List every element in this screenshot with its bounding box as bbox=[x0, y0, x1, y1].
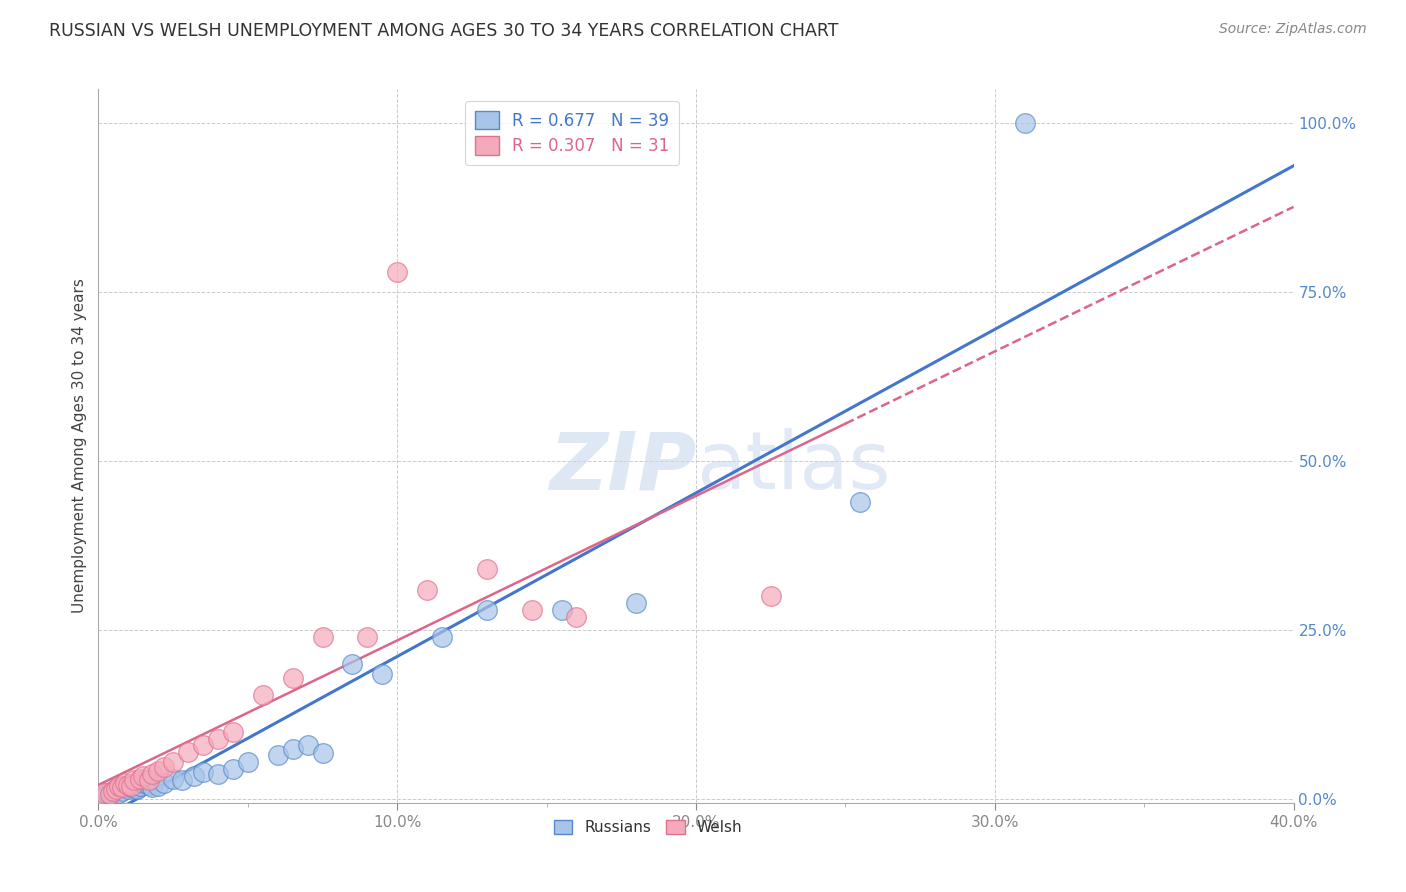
Text: RUSSIAN VS WELSH UNEMPLOYMENT AMONG AGES 30 TO 34 YEARS CORRELATION CHART: RUSSIAN VS WELSH UNEMPLOYMENT AMONG AGES… bbox=[49, 22, 839, 40]
Point bbox=[416, 582, 439, 597]
Point bbox=[475, 562, 498, 576]
Point bbox=[311, 630, 333, 644]
Point bbox=[141, 766, 163, 780]
Point bbox=[129, 772, 152, 786]
Point bbox=[236, 756, 259, 770]
Point bbox=[342, 657, 364, 672]
Point bbox=[96, 786, 118, 800]
Point bbox=[162, 756, 184, 770]
Point bbox=[98, 787, 122, 801]
Point bbox=[759, 590, 782, 604]
Point bbox=[162, 772, 184, 786]
Point bbox=[1014, 116, 1036, 130]
Point bbox=[108, 786, 131, 800]
Point bbox=[281, 671, 304, 685]
Point bbox=[105, 782, 128, 797]
Point bbox=[626, 596, 648, 610]
Point bbox=[114, 779, 136, 793]
Point bbox=[177, 745, 200, 759]
Text: ZIP: ZIP bbox=[548, 428, 696, 507]
Point bbox=[267, 748, 290, 763]
Point bbox=[124, 773, 146, 788]
Point bbox=[385, 265, 409, 279]
Point bbox=[108, 780, 131, 795]
Point bbox=[120, 780, 142, 795]
Point bbox=[127, 781, 149, 796]
Point bbox=[207, 766, 229, 780]
Point bbox=[124, 778, 146, 792]
Point bbox=[120, 779, 142, 793]
Point bbox=[172, 773, 194, 788]
Point bbox=[93, 786, 115, 800]
Point bbox=[222, 724, 245, 739]
Point bbox=[117, 782, 139, 797]
Point bbox=[138, 773, 160, 788]
Point bbox=[111, 780, 134, 795]
Point bbox=[98, 787, 122, 801]
Point bbox=[475, 603, 498, 617]
Point bbox=[849, 495, 872, 509]
Point bbox=[148, 779, 170, 793]
Text: Source: ZipAtlas.com: Source: ZipAtlas.com bbox=[1219, 22, 1367, 37]
Point bbox=[311, 747, 333, 761]
Point bbox=[132, 769, 155, 783]
Point bbox=[297, 739, 319, 753]
Y-axis label: Unemployment Among Ages 30 to 34 years: Unemployment Among Ages 30 to 34 years bbox=[72, 278, 87, 614]
Point bbox=[138, 778, 160, 792]
Point bbox=[129, 779, 152, 793]
Point bbox=[356, 630, 378, 644]
Point bbox=[135, 773, 157, 788]
Point bbox=[153, 760, 176, 774]
Point bbox=[191, 765, 214, 780]
Point bbox=[103, 784, 125, 798]
Point bbox=[105, 782, 128, 797]
Point bbox=[93, 789, 115, 803]
Point bbox=[281, 741, 304, 756]
Point bbox=[430, 630, 453, 644]
Text: atlas: atlas bbox=[696, 428, 890, 507]
Point bbox=[252, 688, 274, 702]
Point bbox=[108, 779, 131, 793]
Point bbox=[565, 609, 588, 624]
Point bbox=[114, 775, 136, 789]
Point bbox=[207, 731, 229, 746]
Point bbox=[222, 762, 245, 776]
Point bbox=[191, 739, 214, 753]
Point bbox=[520, 603, 543, 617]
Point bbox=[153, 775, 176, 789]
Legend: Russians, Welsh: Russians, Welsh bbox=[547, 814, 749, 841]
Point bbox=[103, 784, 125, 798]
Point bbox=[117, 778, 139, 792]
Point bbox=[111, 784, 134, 798]
Point bbox=[141, 780, 163, 795]
Point bbox=[371, 667, 394, 681]
Point bbox=[183, 769, 205, 783]
Point bbox=[132, 775, 155, 789]
Point bbox=[148, 764, 170, 778]
Point bbox=[550, 603, 572, 617]
